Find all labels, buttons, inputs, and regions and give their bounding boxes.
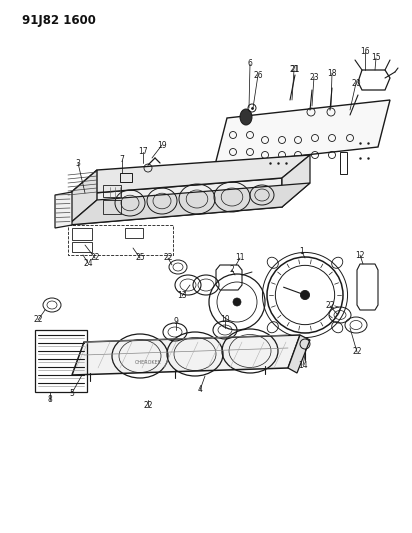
Text: 26: 26 [253,70,263,79]
Text: 17: 17 [138,148,148,157]
Bar [72,228,92,240]
Text: 13: 13 [177,292,187,301]
Text: 22: 22 [325,302,335,311]
Text: 3: 3 [75,158,80,167]
Text: 21: 21 [290,66,300,75]
Bar [340,152,347,174]
Text: 14: 14 [298,360,308,369]
Polygon shape [215,100,390,165]
Text: 24: 24 [83,259,93,268]
Text: 91J82 1600: 91J82 1600 [22,14,96,27]
Polygon shape [288,335,310,373]
Text: 22: 22 [143,401,153,410]
Polygon shape [55,192,72,228]
Circle shape [300,290,309,300]
Text: 18: 18 [327,69,337,77]
Text: 22: 22 [352,348,362,357]
Polygon shape [282,155,310,207]
Text: 2: 2 [229,265,234,274]
Text: 21: 21 [289,66,299,75]
Text: 25: 25 [135,254,145,262]
Bar [103,200,121,214]
Text: 20: 20 [351,78,361,87]
Text: 16: 16 [360,47,370,56]
Text: 6: 6 [248,60,253,69]
Text: 11: 11 [235,254,245,262]
Text: 15: 15 [371,53,381,62]
Bar [35,330,87,392]
Text: 22: 22 [90,254,100,262]
Bar [125,228,143,238]
Polygon shape [72,335,300,375]
Polygon shape [68,155,310,195]
Bar [103,185,121,197]
Text: 7: 7 [119,156,124,165]
Text: 4: 4 [198,385,202,394]
Polygon shape [68,183,310,225]
Text: 9: 9 [173,318,178,327]
Text: CHEROKEE: CHEROKEE [135,359,162,365]
Text: 19: 19 [157,141,167,149]
Polygon shape [68,178,282,225]
Text: 12: 12 [355,251,365,260]
Text: 8: 8 [48,395,52,405]
Text: 22: 22 [33,316,43,325]
Text: 1: 1 [300,247,304,256]
Text: 22: 22 [163,254,173,262]
Polygon shape [68,170,97,225]
Text: 5: 5 [70,389,75,398]
Bar [120,173,132,182]
Bar [72,242,92,252]
Bar [68,225,173,255]
Text: 10: 10 [220,316,230,325]
Text: 23: 23 [309,72,319,82]
Ellipse shape [240,109,252,125]
Circle shape [233,298,241,306]
